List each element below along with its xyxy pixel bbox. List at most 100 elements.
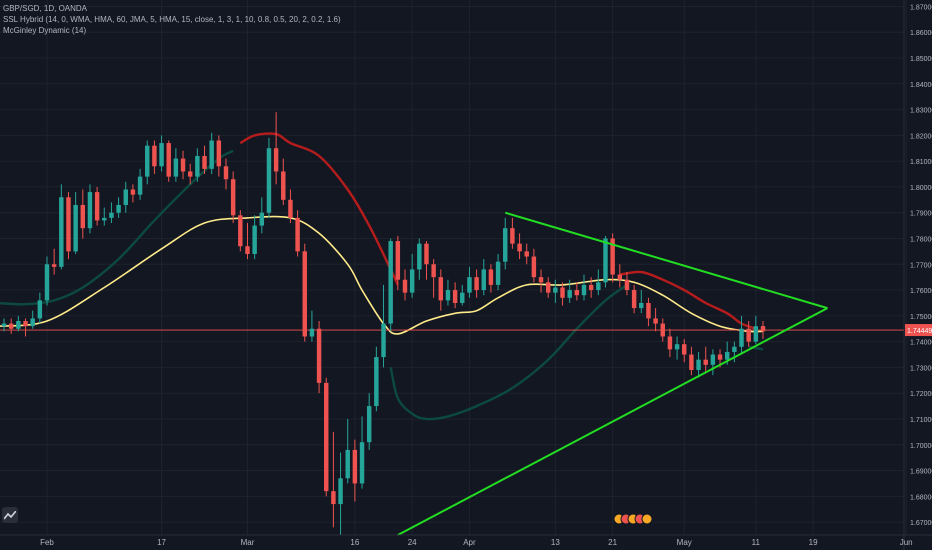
tradingview-logo-icon[interactable]: [2, 507, 18, 523]
candle-body: [710, 354, 716, 365]
candle-body: [610, 238, 615, 275]
candle-body: [137, 176, 143, 195]
y-tick-label: 1.78000: [910, 236, 932, 243]
candle-body: [696, 359, 701, 370]
candle-body: [689, 354, 694, 370]
chart-legend: GBP/SGD, 1D, OANDA SSL Hybrid (14, 0, WM…: [3, 3, 341, 36]
candle-body: [624, 279, 630, 291]
candle-body: [682, 344, 687, 355]
y-tick-label: 1.82000: [910, 133, 932, 140]
candle-body: [517, 243, 522, 252]
y-tick-label: 1.72000: [910, 391, 932, 398]
candle-body: [438, 277, 444, 301]
candle-body: [395, 241, 401, 280]
candle-body: [87, 192, 93, 229]
upper-trendline[interactable]: [504, 211, 828, 310]
candle-body: [724, 351, 730, 360]
candle-body: [359, 442, 365, 484]
y-tick-label: 1.76000: [910, 288, 932, 295]
candle-body: [266, 148, 272, 213]
candle-body: [510, 228, 515, 244]
candle-body: [617, 274, 623, 280]
y-tick-label: 1.84000: [910, 82, 932, 89]
candle-body: [631, 290, 637, 309]
candle-body: [94, 192, 100, 221]
candle-body: [195, 155, 200, 177]
logo-glyph: [4, 510, 16, 519]
candle-body: [732, 346, 737, 352]
x-tick-label: May: [677, 538, 692, 547]
candle-body: [180, 158, 186, 172]
candle-body: [166, 143, 171, 177]
candle-body: [238, 215, 243, 247]
ssl-hybrid-legend[interactable]: SSL Hybrid (14, 0, WMA, HMA, 60, JMA, 5,…: [3, 15, 341, 24]
lower-trendline[interactable]: [397, 307, 828, 536]
candle-body: [474, 277, 479, 291]
candle-body: [567, 290, 572, 298]
y-tick-label: 1.83000: [910, 108, 932, 115]
candles: [1, 112, 766, 535]
y-tick-label: 1.74000: [910, 340, 932, 347]
candle-body: [223, 166, 229, 180]
candle-body: [674, 344, 680, 350]
candle-body: [288, 199, 293, 218]
candle-body: [409, 269, 415, 293]
y-tick-label: 1.75000: [910, 314, 932, 321]
candle-body: [230, 179, 236, 216]
candle-body: [245, 246, 250, 254]
candle-body: [16, 321, 21, 329]
candle-body: [338, 478, 343, 505]
candle-body: [388, 241, 393, 324]
y-tick-label: 1.85000: [910, 56, 932, 63]
candle-body: [309, 328, 315, 337]
candle-body: [66, 197, 71, 252]
last-price-badge: [905, 324, 932, 337]
x-tick-label: 16: [350, 538, 359, 547]
candle-body: [538, 277, 544, 283]
mcginley-legend[interactable]: McGinley Dynamic (14): [3, 26, 87, 35]
candle-body: [639, 302, 644, 309]
candle-body: [760, 326, 766, 332]
candle-body: [159, 143, 164, 167]
x-tick-label: 21: [608, 538, 617, 547]
candle-body: [366, 406, 372, 443]
candle-body: [381, 323, 386, 358]
y-tick-label: 1.86000: [910, 30, 932, 37]
candle-body: [173, 158, 179, 177]
candle-body: [130, 189, 136, 195]
candle-body: [209, 140, 214, 169]
ssl-lower-line: [389, 283, 628, 421]
ssl-upper-line: [239, 132, 399, 286]
symbol-title[interactable]: GBP/SGD, 1D, OANDA: [3, 4, 88, 13]
y-tick-label: 1.71000: [910, 417, 932, 424]
candle-body: [660, 323, 665, 337]
candle-body: [259, 212, 265, 226]
candle-body: [187, 171, 193, 177]
y-tick-label: 1.69000: [910, 469, 932, 476]
candle-body: [596, 282, 601, 291]
candle-body: [51, 264, 57, 267]
candle-body: [653, 318, 658, 324]
candle-body: [703, 359, 708, 365]
candle-body: [588, 284, 594, 291]
candle-body: [495, 261, 501, 285]
event-marker-icon[interactable]: [641, 513, 653, 525]
time-axis[interactable]: Feb17Mar1624Apr1321May1119Jun1523Jul1321: [0, 534, 932, 547]
candle-body: [44, 264, 50, 301]
candle-body: [202, 155, 207, 169]
candle-body: [8, 323, 14, 329]
candle-body: [574, 290, 580, 296]
candle-body: [80, 204, 86, 229]
candle-body: [488, 269, 494, 285]
triangle-trendlines[interactable]: [397, 211, 828, 536]
last-price-label: 1.74449: [907, 328, 932, 335]
event-markers[interactable]: [613, 513, 653, 525]
ssl-lower-line: [748, 345, 764, 351]
price-axis[interactable]: 1.67000 1.68000 1.69000 1.70000 1.71000 1.720…: [903, 0, 932, 550]
candle-body: [324, 382, 329, 492]
candle-body: [646, 302, 651, 319]
candle-body: [374, 357, 379, 407]
candle-body: [467, 277, 472, 293]
